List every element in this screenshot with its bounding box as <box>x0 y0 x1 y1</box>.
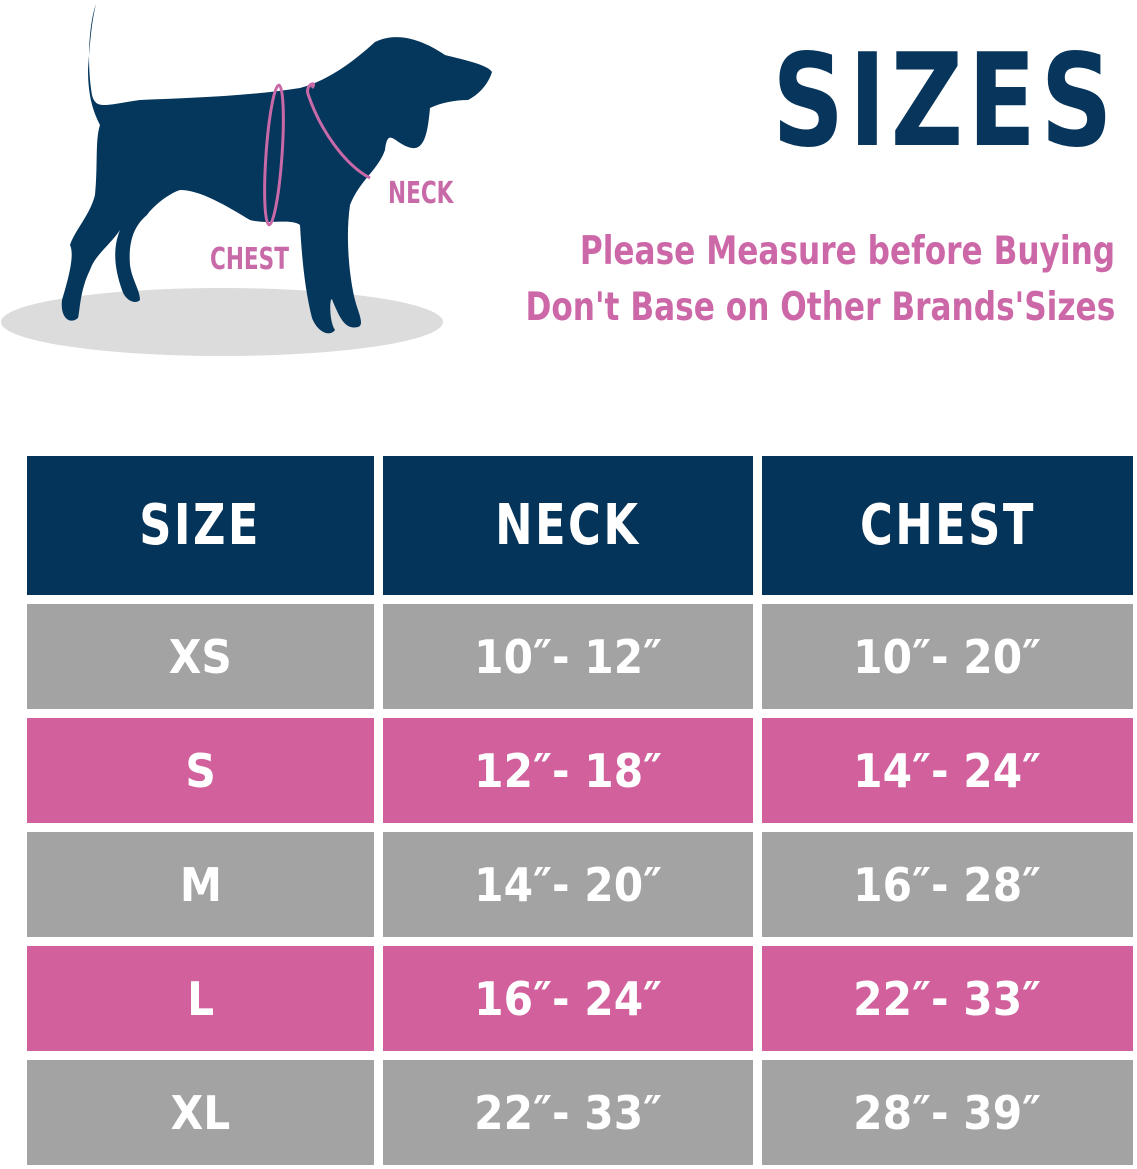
chest-value: 14″- 24″ <box>853 743 1042 798</box>
table-cell-neck: 12″- 18″ <box>383 718 753 823</box>
table-cell-size: S <box>27 718 374 823</box>
size-value: L <box>187 971 214 1026</box>
page-title: SIZES <box>772 27 1117 176</box>
table-cell-chest: 16″- 28″ <box>762 832 1133 937</box>
table-cell-chest: 28″- 39″ <box>762 1060 1133 1165</box>
size-value: S <box>185 743 216 798</box>
size-value: XL <box>170 1085 231 1140</box>
table-cell-chest: 14″- 24″ <box>762 718 1133 823</box>
neck-value: 14″- 20″ <box>474 857 662 912</box>
header-neck-text: NECK <box>495 493 641 558</box>
table-cell-chest: 10″- 20″ <box>762 604 1133 709</box>
table-cell-neck: 22″- 33″ <box>383 1060 753 1165</box>
header-size-text: SIZE <box>139 493 262 558</box>
neck-value: 22″- 33″ <box>474 1085 662 1140</box>
table-cell-size: M <box>27 832 374 937</box>
chest-value: 28″- 39″ <box>853 1085 1042 1140</box>
chest-measure-ring <box>263 83 285 227</box>
neck-value: 12″- 18″ <box>474 743 662 798</box>
table-cell-neck: 10″- 12″ <box>383 604 753 709</box>
size-value: XS <box>168 629 233 684</box>
size-value: M <box>179 857 222 912</box>
table-cell-size: XS <box>27 604 374 709</box>
neck-value: 10″- 12″ <box>474 629 662 684</box>
header-chest: CHEST <box>762 456 1133 595</box>
note-line-1: Please Measure before Buying <box>579 229 1115 274</box>
table-cell-neck: 14″- 20″ <box>383 832 753 937</box>
table-cell-size: L <box>27 946 374 1051</box>
table-cell-chest: 22″- 33″ <box>762 946 1133 1051</box>
table-cell-neck: 16″- 24″ <box>383 946 753 1051</box>
header-neck: NECK <box>383 456 753 595</box>
chest-label: CHEST <box>210 242 289 277</box>
note-line-2: Don't Base on Other Brands'Sizes <box>525 285 1115 330</box>
neck-value: 16″- 24″ <box>474 971 662 1026</box>
neck-label: NECK <box>388 176 454 211</box>
dog-silhouette-icon <box>61 4 492 334</box>
chest-value: 22″- 33″ <box>853 971 1042 1026</box>
neck-measure-ring <box>306 82 371 180</box>
chest-value: 16″- 28″ <box>853 857 1042 912</box>
dog-shadow <box>1 288 443 356</box>
dog-illustration <box>1 4 492 356</box>
chest-value: 10″- 20″ <box>853 629 1042 684</box>
header-chest-text: CHEST <box>859 493 1036 558</box>
header-size: SIZE <box>27 456 374 595</box>
table-cell-size: XL <box>27 1060 374 1165</box>
